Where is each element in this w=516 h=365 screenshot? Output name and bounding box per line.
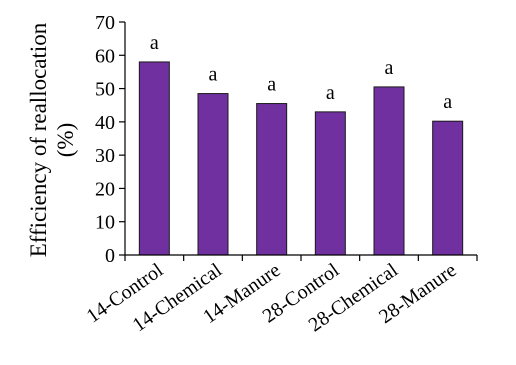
y-tick-label: 40 [95,112,115,134]
significance-label: a [150,32,159,54]
y-axis-title: Efficiency of reallocation (%) [26,22,78,257]
y-axis-title-line-1: Efficiency of reallocation [26,22,51,257]
bar [256,103,288,256]
bar [314,111,346,256]
bars [138,61,464,256]
significance-label: a [267,74,276,96]
bar [432,120,464,256]
bar [373,86,405,256]
significance-label: a [209,64,218,86]
significance-labels: a a a a a a [150,32,452,113]
bar [197,93,229,256]
axes [124,22,477,256]
y-tick-label: 60 [95,45,115,67]
y-tick-label: 20 [95,178,115,200]
y-tick-label: 10 [95,212,115,234]
significance-label: a [443,91,452,113]
bar [138,61,170,256]
y-axis-ticks: 0 10 20 30 40 50 60 70 [95,12,478,267]
y-tick-label: 50 [95,79,115,101]
x-axis-labels: 14-Control14-Chemical14-Manure28-Control… [83,259,461,337]
y-tick-label: 30 [95,145,115,167]
significance-label: a [326,82,335,104]
significance-label: a [385,57,394,79]
y-axis-title-line-2: (%) [53,123,78,157]
y-tick-label: 0 [105,245,115,267]
y-tick-label: 70 [95,12,115,34]
